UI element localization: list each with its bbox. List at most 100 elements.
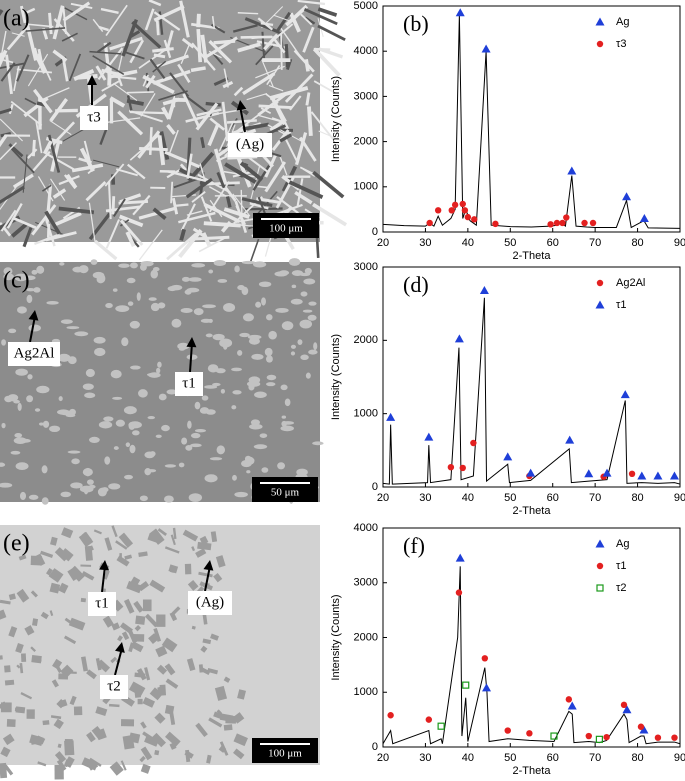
marker xyxy=(386,412,396,421)
texture xyxy=(261,467,269,473)
texture xyxy=(0,49,8,68)
y-axis-label: Intensity (Counts) xyxy=(330,334,342,420)
texture xyxy=(274,271,288,277)
texture xyxy=(49,610,54,617)
texture xyxy=(104,456,111,465)
texture xyxy=(280,425,294,432)
texture xyxy=(208,186,230,199)
texture xyxy=(46,567,53,576)
texture xyxy=(132,430,140,436)
texture xyxy=(290,351,296,356)
texture xyxy=(49,119,72,136)
texture xyxy=(217,278,228,283)
texture xyxy=(299,136,317,162)
texture xyxy=(144,613,159,628)
marker xyxy=(622,192,632,201)
texture xyxy=(113,446,119,450)
texture xyxy=(166,232,198,261)
texture xyxy=(161,637,178,653)
texture xyxy=(57,409,70,415)
texture xyxy=(209,199,223,218)
texture xyxy=(110,369,122,379)
texture xyxy=(203,202,241,223)
texture xyxy=(232,24,258,33)
texture xyxy=(268,330,277,340)
texture xyxy=(181,37,195,49)
texture xyxy=(190,443,202,448)
texture xyxy=(182,529,199,542)
texture xyxy=(73,706,83,716)
panel-label: (a) xyxy=(3,6,30,32)
y-tick-label: 1000 xyxy=(354,181,378,193)
texture xyxy=(212,382,221,387)
texture xyxy=(147,469,157,473)
phase-label: τ1 xyxy=(182,375,196,391)
xrd-pattern xyxy=(382,297,681,485)
texture xyxy=(219,338,233,348)
texture xyxy=(117,110,144,136)
texture xyxy=(58,582,69,594)
texture xyxy=(0,746,11,758)
texture xyxy=(244,455,252,462)
x-tick-label: 40 xyxy=(462,492,474,504)
texture xyxy=(158,393,167,401)
texture xyxy=(103,570,110,580)
texture xyxy=(128,421,136,430)
texture xyxy=(36,385,50,394)
texture xyxy=(0,599,11,605)
texture xyxy=(265,93,279,104)
texture xyxy=(34,408,41,412)
marker xyxy=(455,553,465,562)
texture xyxy=(220,388,226,394)
texture xyxy=(208,717,223,728)
texture xyxy=(289,95,302,111)
texture xyxy=(140,93,156,117)
texture xyxy=(95,65,107,81)
panel-label: (e) xyxy=(3,531,30,557)
texture xyxy=(178,211,216,224)
marker xyxy=(565,435,575,444)
texture xyxy=(281,321,294,331)
texture xyxy=(168,564,179,574)
texture xyxy=(191,625,196,630)
texture xyxy=(210,633,219,641)
texture xyxy=(239,161,264,182)
texture xyxy=(205,101,221,107)
marker xyxy=(425,716,433,723)
texture xyxy=(253,444,268,450)
texture xyxy=(42,720,50,726)
texture xyxy=(107,181,112,220)
texture xyxy=(268,84,284,92)
texture xyxy=(105,4,128,37)
micrograph: (c) Ag2Al τ1 50 μm xyxy=(0,258,324,505)
plot-frame xyxy=(382,5,681,233)
texture xyxy=(202,304,216,309)
texture xyxy=(144,8,155,31)
plot-frame xyxy=(382,527,681,748)
texture xyxy=(126,277,136,284)
texture xyxy=(213,39,236,45)
texture xyxy=(129,110,167,115)
texture xyxy=(99,128,108,145)
arrow xyxy=(114,647,123,676)
texture xyxy=(144,667,151,681)
x-tick-label: 50 xyxy=(504,237,516,249)
texture xyxy=(138,551,148,558)
texture xyxy=(111,622,121,631)
x-tick-label: 80 xyxy=(631,752,643,764)
texture xyxy=(150,269,159,279)
texture xyxy=(89,436,100,444)
texture xyxy=(269,85,309,101)
texture xyxy=(119,219,144,246)
marker xyxy=(526,468,536,477)
texture xyxy=(166,123,176,135)
texture xyxy=(110,656,118,664)
texture xyxy=(233,748,245,760)
texture xyxy=(52,211,82,228)
texture xyxy=(41,497,49,505)
texture xyxy=(30,646,36,653)
plot-frame xyxy=(382,266,681,488)
texture xyxy=(260,22,274,26)
texture xyxy=(149,451,156,457)
texture xyxy=(6,203,23,229)
